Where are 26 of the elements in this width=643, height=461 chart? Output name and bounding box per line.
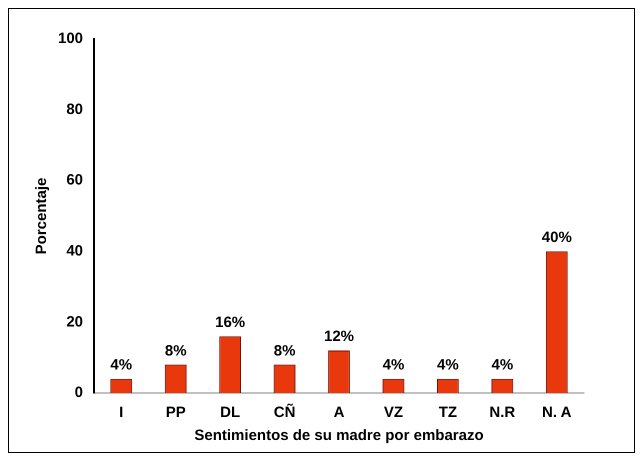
x-tick-label: N.R <box>489 404 516 422</box>
data-label: 4% <box>110 356 132 374</box>
data-label: 16% <box>215 314 246 331</box>
data-label: 8% <box>164 342 187 360</box>
data-label: 4% <box>491 356 514 374</box>
data-label: 4% <box>382 356 404 374</box>
y-tick-label: 40 <box>66 242 84 260</box>
x-tick-label: DL <box>220 404 240 422</box>
x-tick-label: VZ <box>384 404 404 422</box>
y-tick-label: 20 <box>66 313 84 330</box>
y-tick-label: 60 <box>66 172 84 189</box>
data-label: 12% <box>324 328 354 346</box>
x-tick-label: CÑ <box>274 403 296 422</box>
x-axis-title: Sentimientos de su madre por embarazo <box>194 427 484 444</box>
x-tick-label: I <box>119 404 124 422</box>
y-axis-title: Porcentaje <box>33 178 50 254</box>
y-tick-label: 0 <box>74 384 84 402</box>
x-tick-label: TZ <box>438 404 458 422</box>
data-label: 40% <box>542 229 572 246</box>
x-tick-label: PP <box>166 404 186 422</box>
data-label: 4% <box>437 356 459 374</box>
y-tick-label: 100 <box>58 30 84 48</box>
y-tick-label: 80 <box>66 100 84 118</box>
x-tick-label: N. A <box>542 404 572 422</box>
data-label: 8% <box>274 342 296 360</box>
x-tick-label: A <box>334 404 345 422</box>
